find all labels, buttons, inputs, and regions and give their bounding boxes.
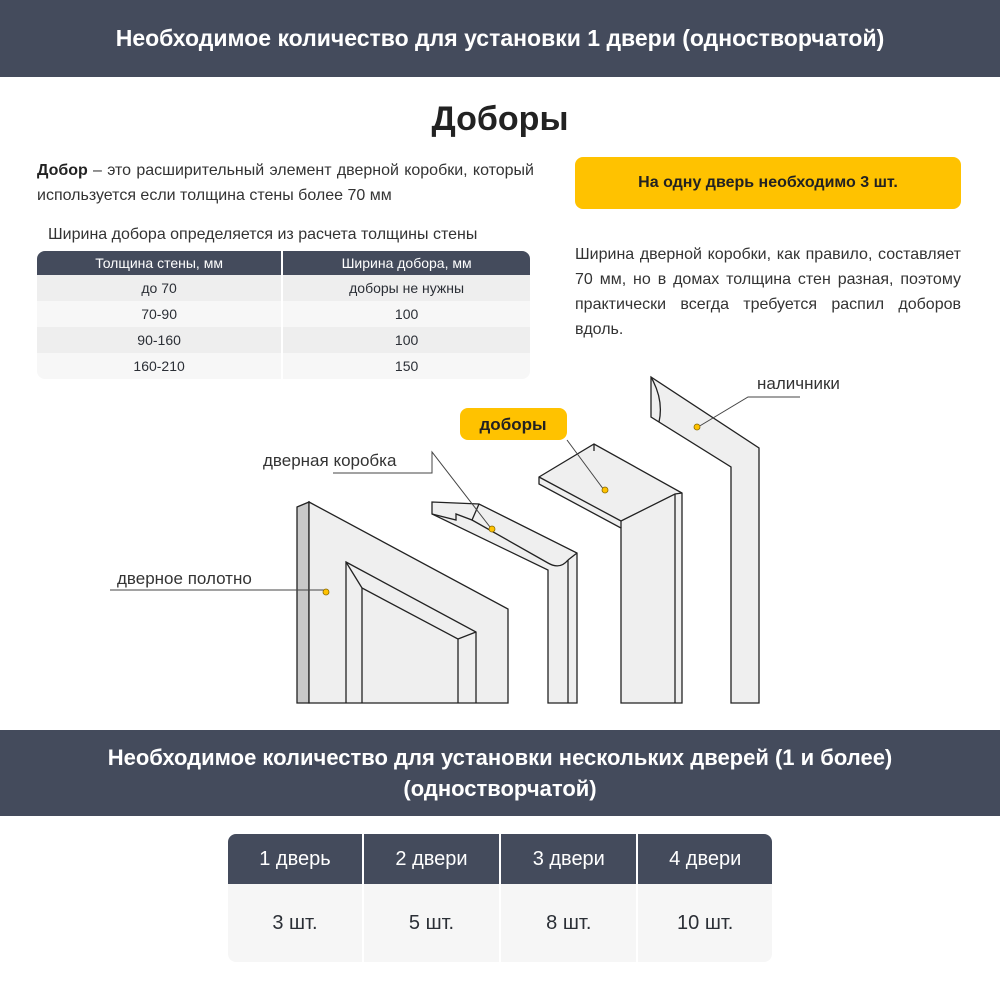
trim-illustration [650,375,760,704]
marker-dot [601,486,609,494]
marker-dot [693,423,701,431]
table-row: 70-90 100 [37,301,530,327]
multi-door-banner: Необходимое количество для установки нес… [0,730,1000,816]
label-door-leaf: дверное полотно [117,569,252,588]
door-frame-illustration [431,501,578,704]
label-extension: доборы [480,415,547,434]
multi-door-table: 1 дверь 2 двери 3 двери 4 двери 3 шт. 5 … [228,834,772,962]
table-header-row: Толщина стены, мм Ширина добора, мм [37,251,530,275]
header-cell: Толщина стены, мм [37,251,284,275]
section-title: Доборы [431,100,569,138]
header-cell: 3 двери [501,834,639,884]
header-cell: 1 дверь [228,834,364,884]
table-row: 3 шт. 5 шт. 8 шт. 10 шт. [228,884,772,962]
cell: 90-160 [37,327,284,353]
intro-term: Добор [37,162,88,179]
header-banner: Необходимое количество для установки 1 д… [0,0,1000,77]
label-extension-badge [460,408,567,440]
cell: 160-210 [37,353,284,379]
quantity-callout: На одну дверь необходимо 3 шт. [575,157,961,209]
cell: 70-90 [37,301,284,327]
marker-dot [322,588,330,596]
cell: до 70 [37,275,284,301]
header-cell: 2 двери [363,834,502,884]
cell: 3 шт. [228,884,364,962]
table-row: до 70 доборы не нужны [37,275,530,301]
extension-illustration [538,443,683,704]
label-door-frame: дверная коробка [263,451,397,470]
door-leaf-illustration [296,500,509,704]
cell: 150 [283,353,530,379]
table-caption: Ширина добора определяется из расчета то… [48,226,478,243]
label-trim: наличники [757,374,840,393]
multi-door-title: Необходимое количество для установки нес… [107,745,893,801]
table-header-row: 1 дверь 2 двери 3 двери 4 двери [228,834,772,884]
marker-dot [488,525,496,533]
header-title: Необходимое количество для установки 1 д… [115,25,885,51]
table-row: 160-210 150 [37,353,530,379]
intro-text: Добор – это расширительный элемент дверн… [37,158,534,208]
cell: 10 шт. [638,884,772,962]
cell: 100 [283,327,530,353]
cell: 5 шт. [363,884,502,962]
door-parts-diagram: дверное полотно дверная коробка доборы н… [110,374,840,704]
cell: 100 [283,301,530,327]
table-row: 90-160 100 [37,327,530,353]
header-cell: 4 двери [638,834,772,884]
frame-width-note: Ширина дверной коробки, как правило, сос… [575,246,961,338]
cell: доборы не нужны [283,275,530,301]
header-cell: Ширина добора, мм [283,251,530,275]
intro-definition: – это расширительный элемент дверной кор… [37,162,534,204]
cell: 8 шт. [501,884,639,962]
width-table: Толщина стены, мм Ширина добора, мм до 70… [37,251,530,379]
